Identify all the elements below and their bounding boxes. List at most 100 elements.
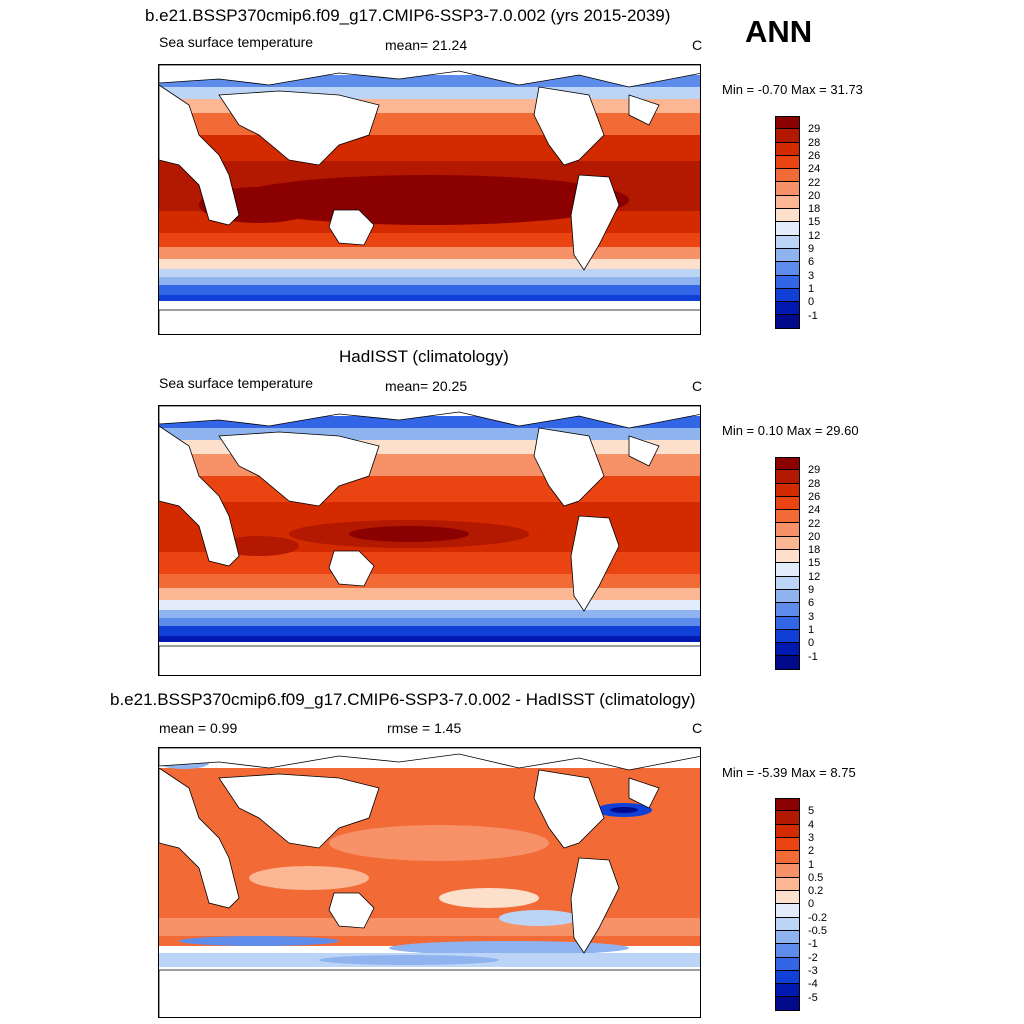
colorbar-tick-label: 0.5 bbox=[808, 871, 824, 884]
colorbar-swatch bbox=[775, 944, 800, 958]
colorbar-swatch bbox=[775, 576, 800, 590]
colorbar-swatch bbox=[775, 457, 800, 471]
unit-label: C bbox=[692, 378, 703, 394]
colorbar-swatch bbox=[775, 470, 800, 484]
colorbar bbox=[775, 798, 800, 1011]
colorbar-tick-label: -2 bbox=[808, 951, 818, 964]
panel-title: b.e21.BSSP370cmip6.f09_g17.CMIP6-SSP3-7.… bbox=[145, 6, 671, 25]
colorbar-tick-label: 18 bbox=[808, 544, 821, 557]
unit-label: C bbox=[692, 37, 703, 53]
minmax-label: Min = -5.39 Max = 8.75 bbox=[722, 765, 856, 780]
colorbar-swatch bbox=[775, 970, 800, 985]
colorbar-tick-label: 0 bbox=[808, 898, 815, 911]
colorbar-tick-label: 12 bbox=[808, 229, 821, 242]
colorbar-tick-label: 12 bbox=[808, 570, 821, 583]
colorbar-tick-label: -4 bbox=[808, 978, 818, 991]
mean-label: mean = 0.99 bbox=[159, 720, 238, 736]
colorbar-tick-label: 9 bbox=[808, 584, 815, 596]
colorbar-swatch bbox=[775, 851, 800, 865]
colorbar-tick-label: 6 bbox=[808, 256, 815, 269]
colorbar-tick-label: 6 bbox=[808, 597, 815, 610]
colorbar bbox=[775, 457, 800, 670]
colorbar-tick-label: -3 bbox=[808, 964, 818, 977]
colorbar-swatch bbox=[775, 523, 800, 537]
colorbar-tick-label: -1 bbox=[808, 650, 818, 663]
colorbar-tick-label: 0.2 bbox=[808, 885, 824, 898]
colorbar-tick-label: 2 bbox=[808, 845, 815, 858]
variable-label: Sea surface temperature bbox=[159, 34, 314, 50]
colorbar-tick-label: 26 bbox=[808, 149, 821, 162]
colorbar-tick-label: 26 bbox=[808, 490, 821, 503]
colorbar-swatch bbox=[775, 483, 800, 497]
colorbar-tick-label: 3 bbox=[808, 831, 815, 844]
colorbar-swatch bbox=[775, 248, 800, 263]
minmax-label: Min = 0.10 Max = 29.60 bbox=[722, 423, 859, 438]
colorbar-swatch bbox=[775, 864, 800, 878]
colorbar-swatch bbox=[775, 643, 800, 657]
colorbar-tick-label: 0 bbox=[808, 296, 815, 309]
colorbar-swatch bbox=[775, 550, 800, 564]
colorbar-swatch bbox=[775, 536, 800, 551]
colorbar-tick-label: 28 bbox=[808, 477, 821, 490]
colorbar-swatch bbox=[775, 563, 800, 577]
colorbar-swatch bbox=[775, 616, 800, 630]
colorbar-swatch bbox=[775, 302, 800, 316]
colorbar bbox=[775, 116, 800, 329]
colorbar-tick-label: 24 bbox=[808, 163, 821, 176]
colorbar-swatch bbox=[775, 315, 800, 329]
colorbar-tick-label: 20 bbox=[808, 530, 821, 543]
colorbar-swatch bbox=[775, 877, 800, 892]
colorbar-tick-label: 15 bbox=[808, 216, 821, 229]
colorbar-swatch bbox=[775, 262, 800, 276]
colorbar-tick-label: -1 bbox=[808, 309, 818, 322]
colorbar-tick-label: 4 bbox=[808, 818, 815, 831]
colorbar-swatch bbox=[775, 288, 800, 303]
colorbar-tick-label: 3 bbox=[808, 269, 815, 282]
colorbar-swatch bbox=[775, 209, 800, 223]
sst-map bbox=[158, 405, 701, 676]
colorbar-tick-label: 24 bbox=[808, 504, 821, 517]
colorbar-swatch bbox=[775, 182, 800, 196]
colorbar-swatch bbox=[775, 510, 800, 524]
colorbar-tick-label: -0.5 bbox=[808, 925, 827, 937]
colorbar-swatch bbox=[775, 603, 800, 617]
colorbar-swatch bbox=[775, 116, 800, 130]
colorbar-tick-label: 9 bbox=[808, 243, 815, 255]
mean-label: mean= 21.24 bbox=[385, 37, 468, 53]
rmse-label: rmse = 1.45 bbox=[387, 720, 462, 736]
sst-map bbox=[158, 64, 701, 335]
colorbar-tick-label: 18 bbox=[808, 203, 821, 216]
colorbar-swatch bbox=[775, 891, 800, 905]
minmax-label: Min = -0.70 Max = 31.73 bbox=[722, 82, 863, 97]
colorbar-swatch bbox=[775, 142, 800, 156]
colorbar-swatch bbox=[775, 811, 800, 825]
colorbar-swatches bbox=[775, 457, 800, 670]
colorbar-swatch bbox=[775, 904, 800, 918]
colorbar-tick-label: 22 bbox=[808, 176, 821, 189]
colorbar-swatch bbox=[775, 629, 800, 644]
mean-label: mean= 20.25 bbox=[385, 378, 468, 394]
panel-title: b.e21.BSSP370cmip6.f09_g17.CMIP6-SSP3-7.… bbox=[110, 690, 696, 709]
colorbar-tick-label: -1 bbox=[808, 938, 818, 951]
colorbar-tick-label: 29 bbox=[808, 123, 821, 136]
colorbar-swatch bbox=[775, 957, 800, 971]
colorbar-swatch bbox=[775, 235, 800, 249]
colorbar-tick-label: 0 bbox=[808, 637, 815, 650]
variable-label: Sea surface temperature bbox=[159, 375, 314, 391]
colorbar-swatch bbox=[775, 984, 800, 998]
difference-map bbox=[158, 747, 701, 1018]
unit-label: C bbox=[692, 720, 703, 736]
colorbar-tick-label: 5 bbox=[808, 805, 815, 818]
colorbar-tick-label: 1 bbox=[808, 623, 815, 636]
colorbar-swatch bbox=[775, 656, 800, 670]
colorbar-swatch bbox=[775, 169, 800, 183]
colorbar-tick-label: 29 bbox=[808, 464, 821, 477]
colorbar-tick-label: 22 bbox=[808, 517, 821, 530]
colorbar-swatches bbox=[775, 798, 800, 1011]
colorbar-tick-label: 15 bbox=[808, 557, 821, 570]
colorbar-tick-label: -5 bbox=[808, 991, 818, 1004]
colorbar-tick-label: -0.2 bbox=[808, 911, 827, 924]
colorbar-tick-label: 1 bbox=[808, 282, 815, 295]
colorbar-swatch bbox=[775, 930, 800, 945]
colorbar-swatch bbox=[775, 496, 800, 511]
